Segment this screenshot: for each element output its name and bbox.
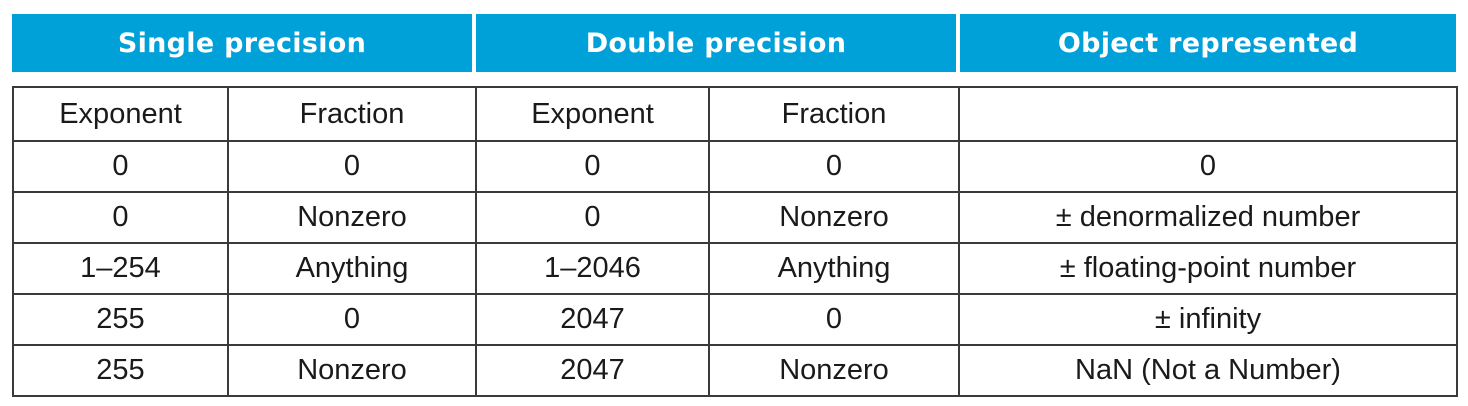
double-fraction-cell: 0 bbox=[708, 140, 960, 192]
double-exponent-cell: 2047 bbox=[475, 344, 710, 397]
table-row: 0 Nonzero 0 Nonzero ± denormalized numbe… bbox=[12, 191, 1458, 243]
single-fraction-cell: 0 bbox=[227, 293, 477, 345]
header-band: Single precision Double precision Object… bbox=[12, 14, 1456, 72]
header-double-precision: Double precision bbox=[476, 14, 956, 72]
double-fraction-cell: Anything bbox=[708, 242, 960, 294]
single-fraction-cell: Anything bbox=[227, 242, 477, 294]
double-exponent-cell: 0 bbox=[475, 140, 710, 192]
double-fraction-cell: Nonzero bbox=[708, 344, 960, 397]
single-fraction-cell: Nonzero bbox=[227, 344, 477, 397]
subheader-single-exponent: Exponent bbox=[12, 86, 229, 142]
double-exponent-cell: 2047 bbox=[475, 293, 710, 345]
encoding-grid: Exponent Fraction Exponent Fraction 0 0 … bbox=[12, 86, 1458, 397]
table-row: 0 0 0 0 0 bbox=[12, 140, 1458, 192]
subheader-double-fraction: Fraction bbox=[708, 86, 960, 142]
double-fraction-cell: Nonzero bbox=[708, 191, 960, 243]
object-cell: 0 bbox=[958, 140, 1458, 192]
single-exponent-cell: 255 bbox=[12, 344, 229, 397]
single-exponent-cell: 255 bbox=[12, 293, 229, 345]
header-object-represented: Object represented bbox=[960, 14, 1456, 72]
subheader-double-exponent: Exponent bbox=[475, 86, 710, 142]
single-fraction-cell: Nonzero bbox=[227, 191, 477, 243]
subheader-single-fraction: Fraction bbox=[227, 86, 477, 142]
single-exponent-cell: 1–254 bbox=[12, 242, 229, 294]
table-row: 1–254 Anything 1–2046 Anything ± floatin… bbox=[12, 242, 1458, 294]
single-exponent-cell: 0 bbox=[12, 140, 229, 192]
object-cell: NaN (Not a Number) bbox=[958, 344, 1458, 397]
ieee754-encoding-table: Single precision Double precision Object… bbox=[12, 14, 1458, 397]
single-fraction-cell: 0 bbox=[227, 140, 477, 192]
double-exponent-cell: 1–2046 bbox=[475, 242, 710, 294]
double-fraction-cell: 0 bbox=[708, 293, 960, 345]
double-exponent-cell: 0 bbox=[475, 191, 710, 243]
object-cell: ± infinity bbox=[958, 293, 1458, 345]
table-row: 255 0 2047 0 ± infinity bbox=[12, 293, 1458, 345]
table-row: 255 Nonzero 2047 Nonzero NaN (Not a Numb… bbox=[12, 344, 1458, 397]
subheader-row: Exponent Fraction Exponent Fraction bbox=[12, 86, 1458, 142]
single-exponent-cell: 0 bbox=[12, 191, 229, 243]
object-cell: ± floating-point number bbox=[958, 242, 1458, 294]
object-cell: ± denormalized number bbox=[958, 191, 1458, 243]
header-single-precision: Single precision bbox=[12, 14, 472, 72]
subheader-object bbox=[958, 86, 1458, 142]
